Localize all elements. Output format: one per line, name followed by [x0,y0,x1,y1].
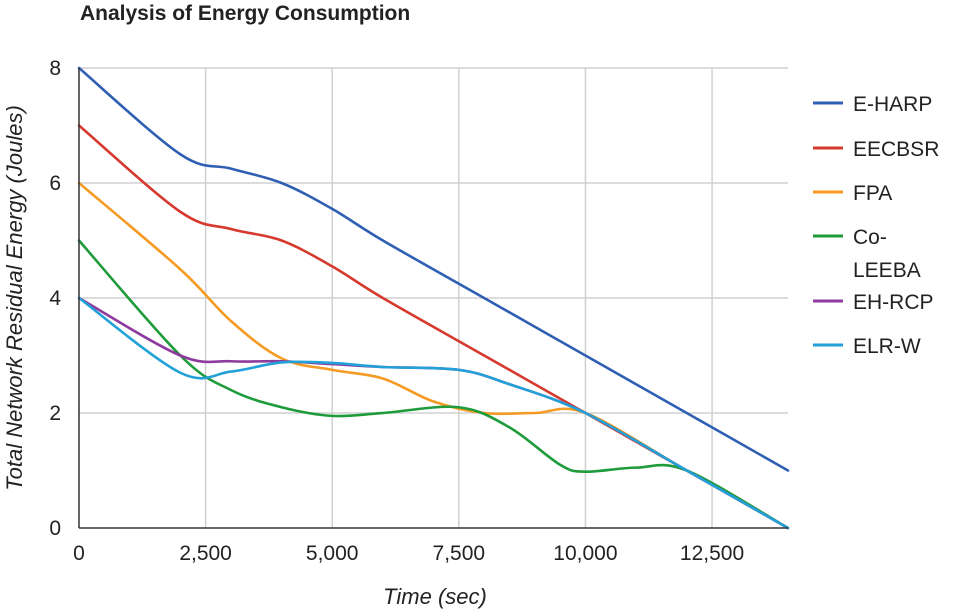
y-axis-label: Total Network Residual Energy (Joules) [2,105,27,491]
legend-label-co-leeba: Co- [853,226,887,249]
chart-title: Analysis of Energy Consumption [80,2,411,25]
legend-label-eh-rcp: EH-RCP [853,291,934,314]
y-tick-label: 0 [49,517,61,540]
x-tick-label: 5,000 [306,542,359,565]
series-lines [77,66,790,530]
y-tick-label: 4 [49,287,61,310]
legend-label-elr-w: ELR-W [853,335,921,358]
legend-label-co-leeba: LEEBA [853,259,921,282]
x-tick-label: 12,500 [680,542,744,565]
x-tick-label: 10,000 [553,542,617,565]
legend-label-eecbsr: EECBSR [853,138,939,161]
y-tick-label: 8 [49,57,61,80]
legend: E-HARP EECBSR FPA Co- LEEBA EH-RCP ELR-W [813,93,939,358]
legend-label-fpa: FPA [853,182,892,205]
series-line-co-leeba [77,239,790,530]
legend-label-e-harp: E-HARP [853,93,932,116]
y-tick-label: 2 [49,402,61,425]
axes: 0 2 4 6 8 0 2,500 5,000 7,500 10,000 12,500 [49,57,788,565]
series-line-elr-w [77,296,790,530]
x-tick-label: 2,500 [179,542,232,565]
x-tick-label: 7,500 [433,542,486,565]
series-line-fpa [77,181,790,530]
y-tick-label: 6 [49,172,61,195]
series-line-e-harp [77,66,790,472]
x-tick-label: 0 [73,542,85,565]
x-axis-label: Time (sec) [383,584,487,609]
grid [79,67,788,528]
